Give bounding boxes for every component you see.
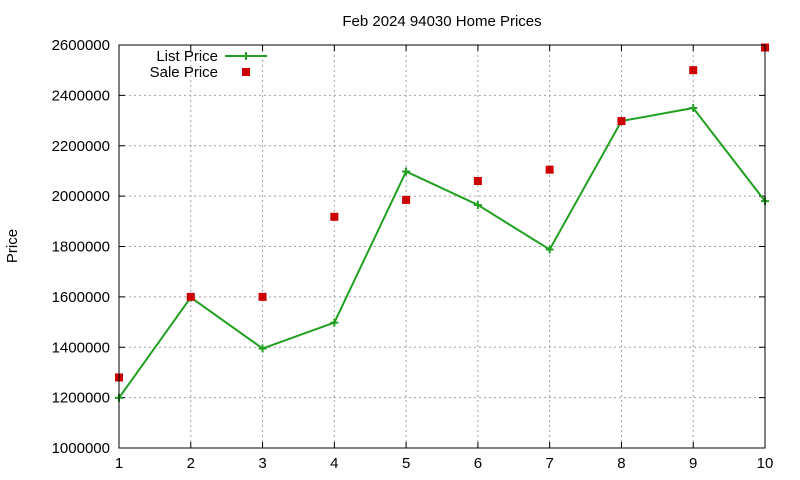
list-price-point bbox=[473, 200, 482, 209]
sale-price-point bbox=[186, 292, 195, 301]
x-tick-label: 6 bbox=[474, 455, 482, 472]
x-tick-label: 1 bbox=[115, 455, 123, 472]
x-tick-label: 4 bbox=[330, 455, 338, 472]
legend-cross-sample bbox=[242, 52, 250, 60]
list-price-line bbox=[118, 106, 766, 399]
x-tick-label: 3 bbox=[258, 455, 266, 472]
y-tick-label: 1200000 bbox=[52, 390, 110, 407]
plot-frame bbox=[118, 44, 766, 449]
sale-price-point bbox=[617, 117, 626, 126]
y-tick-label: 2400000 bbox=[52, 87, 110, 104]
sale-price-point bbox=[402, 195, 411, 204]
x-tick-label: 10 bbox=[757, 455, 774, 472]
list-price-point bbox=[689, 103, 698, 112]
y-axis-label: Price bbox=[4, 229, 21, 263]
y-tick-label: 1000000 bbox=[52, 440, 110, 457]
x-tick-label: 8 bbox=[617, 455, 625, 472]
y-tick-label: 2200000 bbox=[52, 138, 110, 155]
list-price-point bbox=[258, 344, 267, 353]
sale-price-point bbox=[330, 212, 339, 221]
list-price-point bbox=[330, 318, 339, 327]
sale-price-point bbox=[689, 66, 698, 75]
sale-price-point bbox=[258, 292, 267, 301]
x-tick-label: 9 bbox=[689, 455, 697, 472]
sale-price-point bbox=[473, 177, 482, 186]
sale-price-point bbox=[545, 165, 554, 174]
legend-label: Sale Price bbox=[150, 64, 218, 81]
list-price-point bbox=[402, 167, 411, 176]
legend-square-sample bbox=[242, 68, 250, 76]
legend-label: List Price bbox=[156, 48, 218, 65]
x-tick-label: 5 bbox=[402, 455, 410, 472]
series-1 bbox=[115, 43, 769, 382]
grid-layer bbox=[119, 45, 765, 448]
series-0 bbox=[115, 103, 769, 402]
series-layer bbox=[115, 43, 769, 402]
y-tick-label: 2600000 bbox=[52, 37, 110, 54]
x-tick-label: 7 bbox=[545, 455, 553, 472]
y-tick-label: 2000000 bbox=[52, 188, 110, 205]
y-tick-label: 1400000 bbox=[52, 339, 110, 356]
chart-title: Feb 2024 94030 Home Prices bbox=[342, 13, 541, 30]
y-tick-label: 1800000 bbox=[52, 239, 110, 256]
x-tick-label: 2 bbox=[187, 455, 195, 472]
ticks-layer: 1000000 1200000 1400000 1600000 1800000 20000… bbox=[52, 37, 774, 472]
y-tick-label: 1600000 bbox=[52, 289, 110, 306]
list-price-point bbox=[545, 245, 554, 254]
